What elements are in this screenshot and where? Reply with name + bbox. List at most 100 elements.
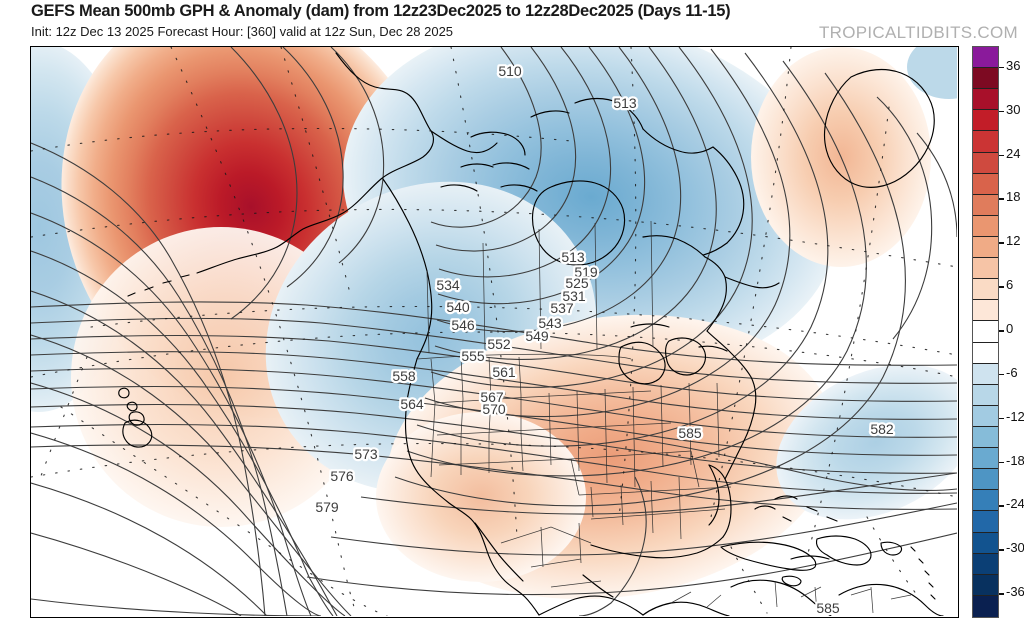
graticule-layer [31,47,957,616]
colorbar-tick-label: 6 [1006,277,1014,293]
colorbar-band [973,321,998,343]
colorbar-band [973,553,998,575]
contour-label-halo: 540 [446,299,470,315]
colorbar-band [973,595,998,617]
colorbar-band [973,426,998,449]
colorbar-tick-label: -24 [1006,496,1024,512]
colorbar-tick-mark [999,417,1004,420]
colorbar-tick-mark [999,286,1004,288]
colorbar-band [973,405,998,427]
colorbar-tick-mark [999,461,1004,464]
colorbar-tick-label: -18 [1006,452,1024,468]
colorbar-tick-label: 18 [1006,189,1021,205]
colorbar-band [973,173,998,195]
watermark: TROPICALTIDBITS.COM [818,23,1018,42]
contour-label-halo: 525 [565,275,589,291]
contour-label: 552 [487,336,511,352]
page-title: GEFS Mean 500mb GPH & Anomaly (dam) from… [31,2,731,20]
colorbar-band [973,89,998,111]
contour-label-halo: 534 [436,277,460,293]
contour-label: 564 [400,396,424,412]
coastline-layer [118,52,944,616]
contour-label: 513 [613,95,637,111]
contour-label-halo: 582 [870,421,894,437]
contour-label-halo: 585 [678,425,702,441]
contour-label-halo: 543 [538,315,562,331]
colorbar-band [973,300,998,322]
colorbar-band [973,532,998,554]
colorbar-tick-mark [999,66,1004,69]
contour-label-halo: 576 [330,468,354,484]
colorbar-tick-mark [999,110,1004,113]
page-subtitle: Init: 12z Dec 13 2025 Forecast Hour: [36… [31,24,454,39]
political-border-layer [416,220,912,614]
colorbar-ticks: 36 30 24 18 12 6 0 -6 -12 -18 -24 -30 -36 [999,46,1024,618]
contour-label-halo: 564 [400,396,424,412]
contour-label-halo: 519 [574,264,598,280]
contour-label-halo: 585 [816,600,840,616]
contour-label-halo: 567 [480,389,504,405]
colorbar-tick-mark [999,198,1004,200]
contour-label: 579 [315,499,339,515]
colorbar-band [973,258,998,280]
colorbar-band [973,448,998,470]
contour-label-halo: 549 [525,328,549,344]
colorbar-tick-mark [999,154,1004,157]
contour-label: 546 [451,317,475,333]
colorbar-band [973,47,998,69]
colorbar-tick-label: 24 [1006,145,1021,161]
contour-label-halo: 513 [561,249,585,265]
contour-label-halo: 513 [613,95,637,111]
contour-label-halo: 552 [487,336,511,352]
contour-label: 567 [480,389,504,405]
contour-label: 558 [392,368,416,384]
colorbar-tick-label: -30 [1006,540,1024,556]
colorbar-band [973,342,998,364]
contour-label: 537 [550,300,574,316]
contour-label: 549 [525,328,549,344]
contour-label: 576 [330,468,354,484]
contour-label-halo: 570 [482,401,506,417]
colorbar-band [973,236,998,259]
contour-label: 582 [870,421,894,437]
colorbar-band [973,194,998,216]
colorbar-tick-mark [999,242,1004,244]
colorbar-tick-label: -36 [1006,584,1024,600]
contour-label: 510 [498,63,522,79]
contour-label: 534 [436,277,460,293]
colorbar-tick-mark [999,593,1004,595]
colorbar-band [973,68,998,90]
contour-label: 573 [354,446,378,462]
colorbar-tick-label: 36 [1006,57,1021,73]
colorbar-tick-mark [999,549,1004,551]
colorbar-band [973,363,998,385]
contour-label: 543 [538,315,562,331]
colorbar-tick-mark [999,505,1004,507]
contour-label-halo: 546 [451,317,475,333]
contour-label: 525 [565,275,589,291]
colorbar-band [973,574,998,596]
map-panel[interactable]: 510 510 513 513 513 513 519 519 525 525 531 531 537 5… [30,46,959,618]
colorbar-tick-label: -6 [1006,364,1018,380]
contour-label: 531 [562,288,586,304]
colorbar-band [973,152,998,174]
colorbar-band [973,511,998,533]
contour-label: 513 [561,249,585,265]
colorbar-tick-label: 30 [1006,101,1021,117]
contour-label-halo: 531 [562,288,586,304]
contour-labels: 5105105135135135135195195255255315315375… [313,61,896,616]
anomaly-blob-ne-corner [907,47,957,99]
colorbar-band [973,384,998,406]
contour-label: 585 [678,425,702,441]
contour-label-halo: 510 [498,63,522,79]
contour-label-halo: 579 [315,499,339,515]
colorbar-tick-mark [999,330,1004,332]
anomaly-blob-west-atlantic [776,364,957,520]
contour-label-halo: 558 [392,368,416,384]
colorbar-band [973,469,998,491]
colorbar-band [973,490,998,512]
map-canvas: 5105105135135135135195195255255315315375… [31,47,957,616]
contour-label: 519 [574,264,598,280]
colorbar[interactable] [972,46,999,618]
colorbar-tick-label: 0 [1006,321,1014,336]
